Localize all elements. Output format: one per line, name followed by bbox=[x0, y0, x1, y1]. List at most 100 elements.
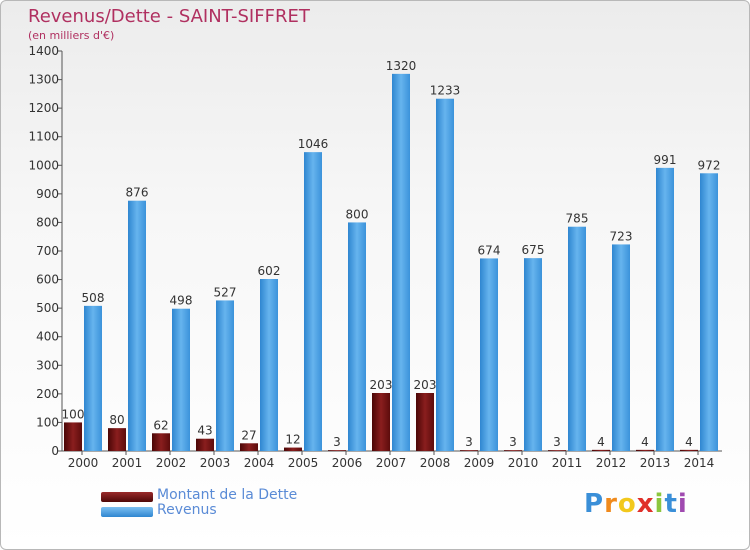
data-label-revenus: 876 bbox=[126, 186, 149, 200]
legend-swatch-dette bbox=[101, 492, 153, 502]
bar-dette bbox=[108, 428, 126, 451]
data-label-revenus: 1320 bbox=[386, 59, 417, 73]
data-label-dette: 4 bbox=[641, 435, 649, 449]
bar-revenus bbox=[304, 152, 322, 451]
x-tick-label: 2013 bbox=[640, 456, 671, 470]
bar-revenus bbox=[392, 73, 410, 451]
x-tick-label: 2008 bbox=[420, 456, 451, 470]
y-tick-label: 400 bbox=[36, 330, 59, 344]
logo-letter: P bbox=[584, 489, 605, 519]
data-label-revenus: 602 bbox=[258, 264, 281, 278]
data-label-dette: 203 bbox=[370, 378, 393, 392]
data-label-dette: 62 bbox=[153, 418, 168, 432]
bar-revenus bbox=[172, 308, 190, 451]
x-tick-label: 2011 bbox=[552, 456, 583, 470]
bar-dette bbox=[460, 450, 478, 451]
y-tick-label: 0 bbox=[51, 444, 59, 458]
logo-letter: i bbox=[654, 489, 665, 519]
bar-revenus bbox=[348, 222, 366, 451]
bar-revenus bbox=[84, 305, 102, 451]
y-tick-label: 300 bbox=[36, 358, 59, 372]
y-tick-label: 900 bbox=[36, 187, 59, 201]
x-tick-label: 2012 bbox=[596, 456, 627, 470]
data-label-revenus: 1233 bbox=[430, 84, 461, 98]
y-tick-label: 500 bbox=[36, 301, 59, 315]
y-tick-label: 1100 bbox=[28, 130, 59, 144]
x-tick-label: 2005 bbox=[288, 456, 319, 470]
x-tick-label: 2007 bbox=[376, 456, 407, 470]
legend-label-revenus: Revenus bbox=[157, 502, 217, 518]
bar-revenus bbox=[700, 173, 718, 452]
bar-revenus bbox=[612, 244, 630, 451]
bar-revenus bbox=[128, 200, 146, 451]
bar-revenus bbox=[260, 279, 278, 451]
x-tick-label: 2006 bbox=[332, 456, 363, 470]
x-tick-label: 2001 bbox=[112, 456, 143, 470]
x-tick-label: 2003 bbox=[200, 456, 231, 470]
data-label-dette: 3 bbox=[333, 435, 341, 449]
data-label-dette: 3 bbox=[465, 435, 473, 449]
bar-revenus bbox=[656, 167, 674, 451]
data-label-dette: 4 bbox=[685, 435, 693, 449]
bar-revenus bbox=[524, 258, 542, 451]
data-label-revenus: 1046 bbox=[298, 137, 329, 151]
bar-dette bbox=[284, 447, 302, 451]
x-tick-label: 2000 bbox=[68, 456, 99, 470]
data-label-dette: 100 bbox=[62, 407, 85, 421]
y-tick-label: 1200 bbox=[28, 101, 59, 115]
logo-letter: i bbox=[677, 489, 688, 519]
logo-letter: o bbox=[617, 489, 637, 519]
data-label-revenus: 800 bbox=[346, 207, 369, 221]
bar-dette bbox=[196, 438, 214, 451]
bar-dette bbox=[636, 449, 654, 451]
y-tick-label: 600 bbox=[36, 273, 59, 287]
logo-letter: x bbox=[636, 489, 655, 519]
data-label-revenus: 972 bbox=[698, 158, 721, 172]
x-tick-label: 2010 bbox=[508, 456, 539, 470]
data-label-revenus: 498 bbox=[170, 294, 193, 308]
data-label-dette: 12 bbox=[285, 433, 300, 447]
bar-dette bbox=[64, 422, 82, 451]
chart-title: Revenus/Dette - SAINT-SIFFRET bbox=[28, 6, 310, 27]
data-label-revenus: 723 bbox=[610, 229, 633, 243]
bar-dette bbox=[592, 449, 610, 451]
bar-dette bbox=[548, 450, 566, 451]
bar-dette bbox=[680, 449, 698, 451]
y-tick-label: 1000 bbox=[28, 158, 59, 172]
bar-dette bbox=[240, 443, 258, 451]
data-label-revenus: 991 bbox=[654, 153, 677, 167]
proxiti-logo: Proxiti bbox=[584, 489, 688, 519]
x-tick-label: 2014 bbox=[684, 456, 715, 470]
data-label-dette: 3 bbox=[509, 435, 517, 449]
y-tick-label: 800 bbox=[36, 215, 59, 229]
legend-label-dette: Montant de la Dette bbox=[157, 487, 298, 503]
x-tick-label: 2009 bbox=[464, 456, 495, 470]
data-label-revenus: 527 bbox=[214, 285, 237, 299]
bar-dette bbox=[328, 450, 346, 451]
data-label-dette: 43 bbox=[197, 424, 212, 438]
y-tick-label: 1300 bbox=[28, 73, 59, 87]
data-label-revenus: 674 bbox=[478, 243, 501, 257]
chart-subtitle: (en milliers d'€) bbox=[28, 29, 115, 42]
data-label-dette: 3 bbox=[553, 435, 561, 449]
bar-dette bbox=[372, 393, 390, 451]
bar-revenus bbox=[480, 258, 498, 451]
bar-dette bbox=[152, 433, 170, 451]
bar-dette bbox=[504, 450, 522, 451]
bar-revenus bbox=[216, 300, 234, 451]
data-label-revenus: 675 bbox=[522, 243, 545, 257]
data-label-dette: 4 bbox=[597, 435, 605, 449]
bar-revenus bbox=[568, 226, 586, 451]
x-tick-label: 2002 bbox=[156, 456, 187, 470]
bar-revenus bbox=[436, 98, 454, 451]
logo-letter: r bbox=[604, 489, 618, 519]
data-label-revenus: 785 bbox=[566, 212, 589, 226]
y-tick-label: 100 bbox=[36, 415, 59, 429]
data-label-dette: 203 bbox=[414, 378, 437, 392]
y-tick-label: 200 bbox=[36, 387, 59, 401]
data-label-dette: 27 bbox=[241, 428, 256, 442]
logo-letter: t bbox=[664, 489, 678, 519]
y-tick-label: 1400 bbox=[28, 44, 59, 58]
